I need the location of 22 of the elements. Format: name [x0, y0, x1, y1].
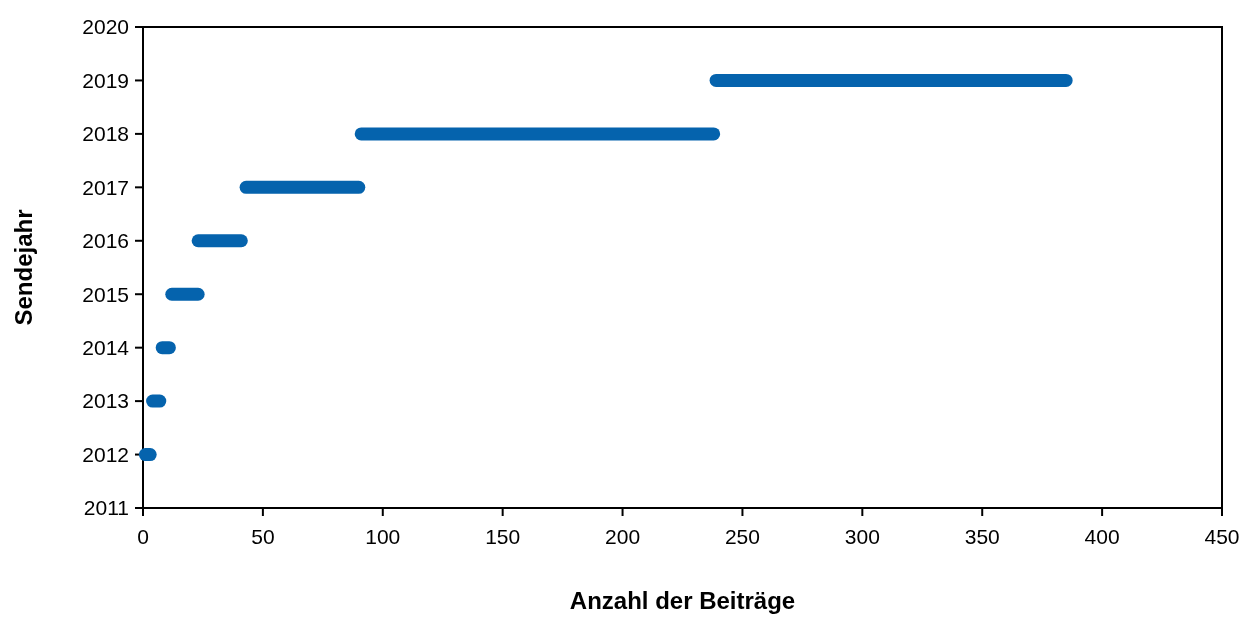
y-tick-label: 2017 [82, 175, 129, 199]
y-tick-label: 2012 [82, 442, 129, 466]
x-tick-label: 400 [1084, 525, 1120, 548]
x-tick-label: 300 [844, 525, 880, 548]
x-tick-label: 350 [964, 525, 1000, 548]
x-tick-label: 200 [605, 525, 641, 548]
y-tick-label: 2018 [82, 122, 129, 146]
y-tick-label: 2014 [82, 336, 130, 360]
x-axis-title: Anzahl der Beiträge [569, 587, 796, 614]
x-tick-label: 150 [485, 525, 521, 548]
y-axis-title: Sendejahr [10, 209, 37, 326]
y-tick-label: 2011 [83, 496, 129, 520]
x-tick-label: 450 [1204, 525, 1240, 548]
y-tick-label: 2016 [82, 229, 129, 253]
x-tick-label: 250 [724, 525, 760, 548]
x-tick-label: 0 [137, 525, 149, 548]
y-tick-label: 2015 [82, 282, 129, 306]
y-tick-label: 2019 [82, 68, 129, 92]
y-tick-label: 2020 [82, 15, 129, 39]
y-tick-label: 2013 [82, 389, 129, 413]
x-tick-label: 100 [365, 525, 401, 548]
x-tick-label: 50 [251, 525, 275, 548]
